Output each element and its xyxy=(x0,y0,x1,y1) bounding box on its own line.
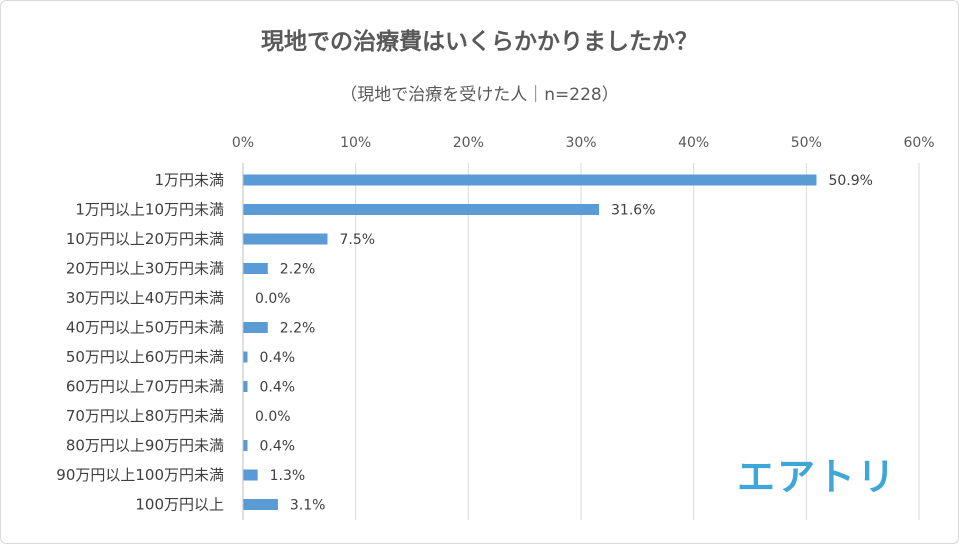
bar xyxy=(243,469,258,481)
x-tick-label: 10% xyxy=(340,135,371,151)
x-tick-label: 30% xyxy=(565,135,596,151)
bar xyxy=(243,204,600,215)
bar xyxy=(243,263,268,274)
value-label: 50.9% xyxy=(828,173,872,189)
value-label: 0.4% xyxy=(260,350,296,366)
value-label: 2.2% xyxy=(280,321,316,337)
x-tick-label: 60% xyxy=(903,135,934,151)
value-label: 31.6% xyxy=(611,203,655,219)
category-label: 50万円以上60万円未満 xyxy=(66,348,224,366)
category-label: 30万円以上40万円未満 xyxy=(66,289,224,307)
value-label: 0.4% xyxy=(260,380,296,396)
category-label: 70万円以上80万円未満 xyxy=(66,407,224,425)
category-label: 20万円以上30万円未満 xyxy=(66,260,224,278)
category-label: 1万円未満 xyxy=(154,171,224,189)
category-label: 80万円以上90万円未満 xyxy=(66,437,224,455)
bar xyxy=(243,440,248,451)
bar xyxy=(243,499,278,510)
category-label: 100万円以上 xyxy=(135,496,224,514)
bar xyxy=(243,381,248,392)
value-label: 3.1% xyxy=(290,498,326,514)
x-tick-label: 40% xyxy=(678,135,709,151)
category-label: 1万円以上10万円未満 xyxy=(75,201,224,219)
x-tick-label: 0% xyxy=(232,135,254,151)
value-label: 0.0% xyxy=(255,291,291,307)
value-label: 0.0% xyxy=(255,409,291,425)
bar xyxy=(243,322,268,333)
category-label: 60万円以上70万円未満 xyxy=(66,378,224,396)
x-tick-label: 50% xyxy=(791,135,822,151)
bar xyxy=(243,233,328,245)
value-label: 7.5% xyxy=(340,232,376,248)
category-label: 10万円以上20万円未満 xyxy=(66,230,224,248)
category-label: 90万円以上100万円未満 xyxy=(56,466,224,484)
chart-subtitle: （現地で治療を受けた人｜n=228） xyxy=(340,85,619,105)
value-label: 1.3% xyxy=(270,468,306,484)
airtrip-logo: エアトリ xyxy=(737,455,898,499)
category-label: 40万円以上50万円未満 xyxy=(66,319,224,337)
chart-title: 現地での治療費はいくらかかりましたか？ xyxy=(261,29,698,55)
bar xyxy=(243,351,248,363)
bar xyxy=(243,174,817,186)
x-tick-label: 20% xyxy=(453,135,484,151)
value-label: 2.2% xyxy=(280,262,316,278)
value-label: 0.4% xyxy=(260,439,296,455)
